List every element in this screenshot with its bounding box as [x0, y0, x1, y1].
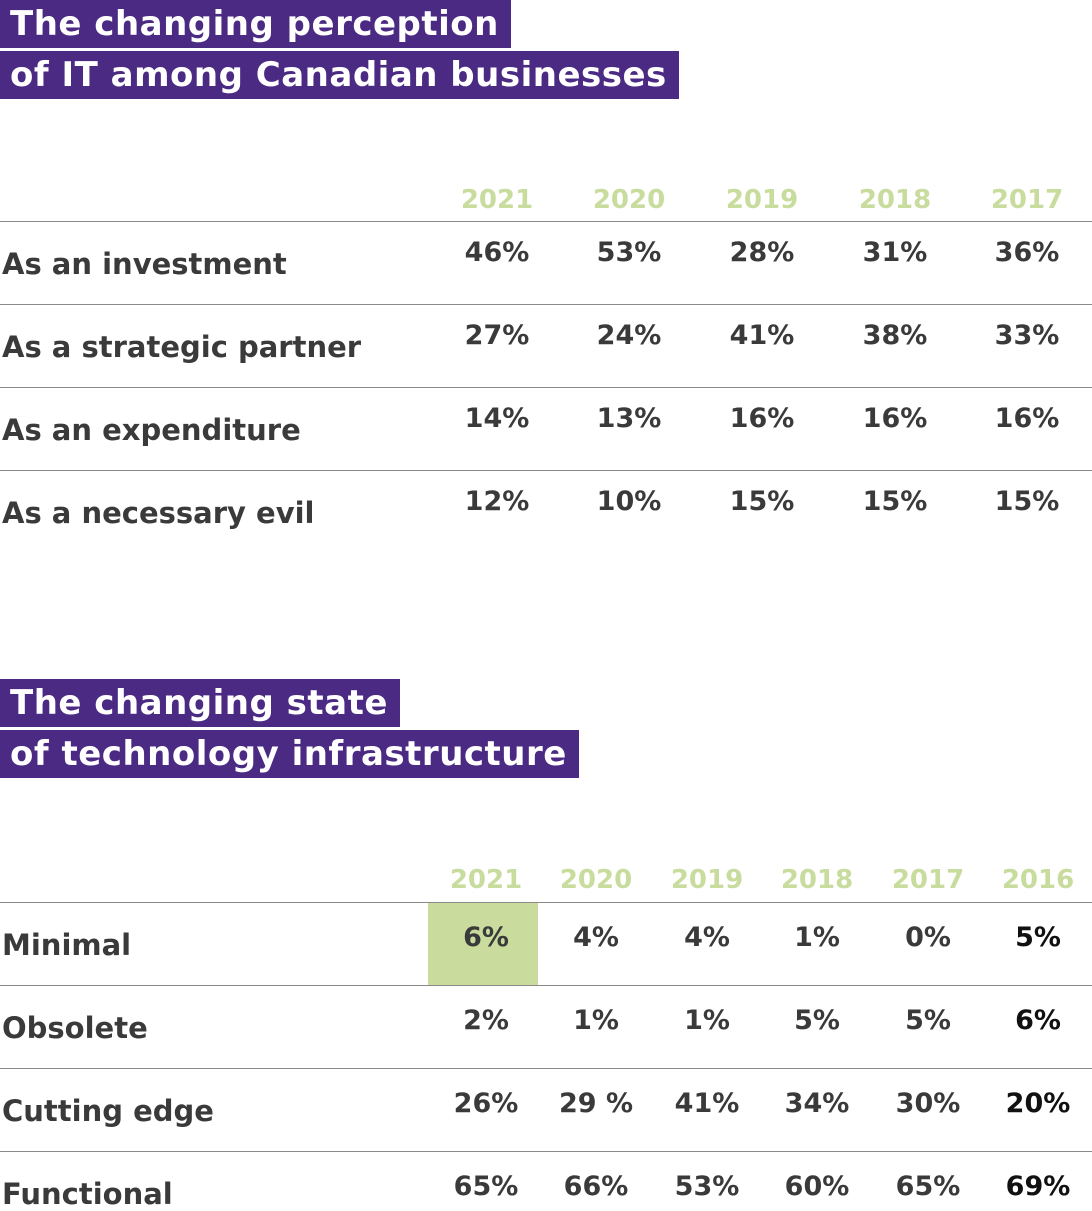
t1-value-cell: 15% — [862, 486, 928, 517]
t2-value-cell: 2% — [463, 1005, 509, 1036]
t1-value-cell: 15% — [994, 486, 1060, 517]
t1-row-label: As a necessary evil — [2, 496, 315, 530]
t1-year-header-2021: 2021 — [460, 185, 534, 215]
t1-year-header-2017: 2017 — [990, 185, 1064, 215]
t2-value-cell: 66% — [563, 1171, 629, 1202]
t2-row-label: Obsolete — [2, 1011, 148, 1045]
t1-year-header-2018: 2018 — [858, 185, 932, 215]
t2-value-cell: 4% — [684, 922, 730, 953]
t1-row-label: As an expenditure — [2, 413, 301, 447]
t2-value-cell: 1% — [794, 922, 840, 953]
t2-year-header-2017: 2017 — [891, 865, 965, 895]
t2-year-header-2018: 2018 — [780, 865, 854, 895]
t1-row-divider — [0, 304, 1092, 305]
t2-value-cell: 5% — [1015, 922, 1061, 953]
table1-title-line1: The changing perception — [0, 0, 511, 48]
t2-row-divider — [0, 1068, 1092, 1069]
t1-value-cell: 38% — [862, 320, 928, 351]
t2-value-cell: 41% — [674, 1088, 740, 1119]
t1-value-cell: 24% — [596, 320, 662, 351]
t2-value-cell: 26% — [453, 1088, 519, 1119]
t2-row-divider — [0, 1151, 1092, 1152]
t2-year-header-2016: 2016 — [1001, 865, 1075, 895]
table2-title-line2: of technology infrastructure — [0, 730, 579, 778]
t1-row-divider — [0, 387, 1092, 388]
t1-value-cell: 14% — [464, 403, 530, 434]
t1-value-cell: 16% — [729, 403, 795, 434]
t2-value-cell: 20% — [1005, 1088, 1071, 1119]
t2-value-cell: 34% — [784, 1088, 850, 1119]
t2-value-cell: 60% — [784, 1171, 850, 1202]
t2-value-cell: 30% — [895, 1088, 961, 1119]
t1-value-cell: 13% — [596, 403, 662, 434]
t2-row-divider — [0, 902, 1092, 903]
t2-value-cell: 6% — [463, 922, 509, 953]
t2-value-cell: 5% — [905, 1005, 951, 1036]
t2-value-cell: 69% — [1005, 1171, 1071, 1202]
t1-year-header-2019: 2019 — [725, 185, 799, 215]
t1-value-cell: 15% — [729, 486, 795, 517]
t2-value-cell: 65% — [895, 1171, 961, 1202]
t2-value-cell: 29 % — [558, 1088, 634, 1119]
t1-value-cell: 12% — [464, 486, 530, 517]
t1-value-cell: 16% — [994, 403, 1060, 434]
t2-value-cell: 4% — [573, 922, 619, 953]
t2-value-cell: 53% — [674, 1171, 740, 1202]
t2-value-cell: 1% — [684, 1005, 730, 1036]
t1-row-label: As a strategic partner — [2, 330, 362, 364]
t2-value-cell: 0% — [905, 922, 951, 953]
t1-value-cell: 31% — [862, 237, 928, 268]
t2-year-header-2021: 2021 — [449, 865, 523, 895]
t1-year-header-2020: 2020 — [592, 185, 666, 215]
t1-value-cell: 36% — [994, 237, 1060, 268]
highlight-cell-minimal-2021 — [428, 902, 538, 985]
table1-title-line2: of IT among Canadian businesses — [0, 51, 679, 99]
t2-row-label: Minimal — [2, 928, 132, 962]
t1-value-cell: 27% — [464, 320, 530, 351]
t2-year-header-2020: 2020 — [559, 865, 633, 895]
t2-row-label: Functional — [2, 1177, 173, 1211]
t1-row-divider — [0, 470, 1092, 471]
t1-row-label: As an investment — [2, 247, 287, 281]
table2-title-line1: The changing state — [0, 679, 400, 727]
t2-value-cell: 6% — [1015, 1005, 1061, 1036]
t1-row-divider — [0, 221, 1092, 222]
t1-value-cell: 46% — [464, 237, 530, 268]
t1-value-cell: 33% — [994, 320, 1060, 351]
t1-value-cell: 28% — [729, 237, 795, 268]
t1-value-cell: 16% — [862, 403, 928, 434]
t1-value-cell: 53% — [596, 237, 662, 268]
t2-row-divider — [0, 985, 1092, 986]
t2-value-cell: 1% — [573, 1005, 619, 1036]
t2-row-label: Cutting edge — [2, 1094, 214, 1128]
t2-value-cell: 5% — [794, 1005, 840, 1036]
t1-value-cell: 10% — [596, 486, 662, 517]
t2-value-cell: 65% — [453, 1171, 519, 1202]
t2-year-header-2019: 2019 — [670, 865, 744, 895]
t1-value-cell: 41% — [729, 320, 795, 351]
